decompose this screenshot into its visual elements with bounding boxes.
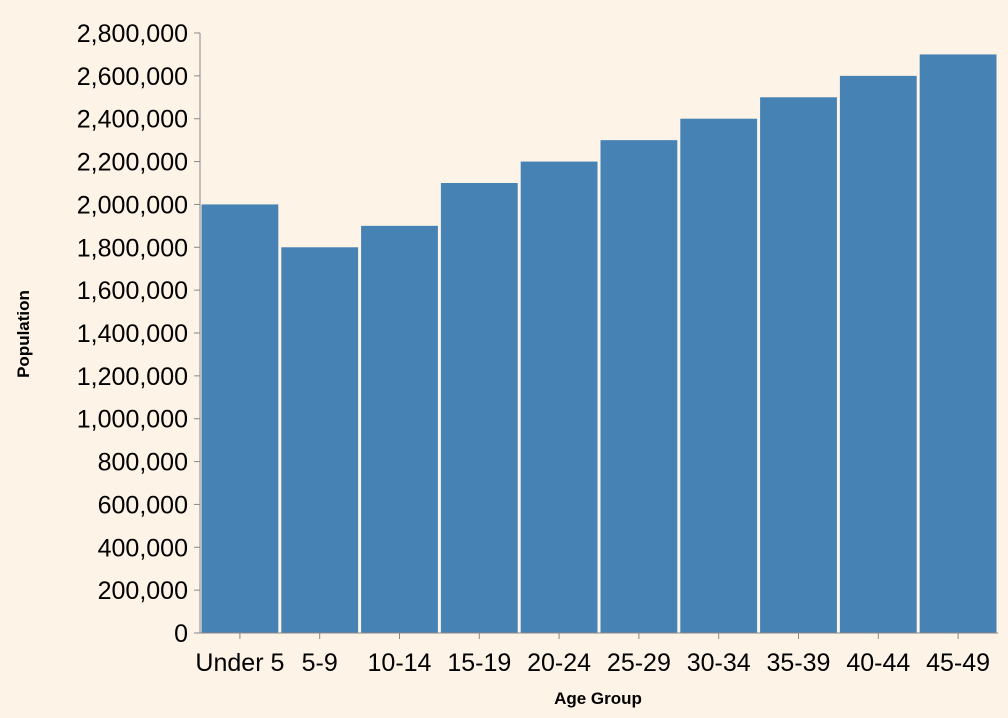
bar-under-5 (201, 204, 279, 633)
x-tick-label: 20-24 (527, 649, 591, 677)
bar-35-39 (760, 97, 837, 634)
x-tick-label: 25-29 (607, 649, 671, 677)
bar-20-24 (520, 161, 598, 634)
bar-5-9 (281, 247, 359, 634)
bars-group (201, 54, 997, 634)
x-tick-label: 35-39 (767, 649, 831, 677)
y-tick-label: 2,200,000 (77, 149, 188, 177)
x-axis: Under 5 5-9 10-14 15-19 20-24 25-29 30-34 35-39… (195, 632, 998, 677)
y-tick-label: 1,200,000 (77, 363, 188, 391)
x-tick-label: Under 5 (195, 649, 284, 677)
y-tick-label: 600,000 (98, 491, 188, 519)
bar-30-34 (680, 118, 758, 633)
x-tick-label: 15-19 (447, 649, 511, 677)
y-tick-label: 200,000 (98, 577, 188, 605)
y-axis-title: Population (14, 290, 33, 378)
bar-15-19 (440, 183, 518, 633)
x-tick-label: 40-44 (846, 649, 910, 677)
x-tick-label: 30-34 (687, 649, 751, 677)
y-tick-label: 0 (174, 620, 188, 648)
y-tick-label: 400,000 (98, 534, 188, 562)
x-tick-label: 45-49 (926, 649, 990, 677)
y-tick-label: 1,000,000 (77, 406, 188, 434)
bar-25-29 (600, 140, 678, 633)
y-tick-label: 2,400,000 (77, 106, 188, 134)
y-tick-label: 2,800,000 (77, 20, 188, 48)
bar-40-44 (839, 75, 917, 634)
x-tick-label: 10-14 (368, 649, 432, 677)
y-tick-label: 800,000 (98, 449, 188, 477)
y-tick-label: 1,600,000 (77, 277, 188, 305)
y-tick-label: 1,400,000 (77, 320, 188, 348)
y-axis: 0 200,000 400,000 600,000 800,000 1,000,000 1,… (77, 20, 201, 648)
y-tick-label: 1,800,000 (77, 234, 188, 262)
y-tick-label: 2,600,000 (77, 63, 188, 91)
bar-10-14 (361, 225, 438, 633)
bar-45-49 (919, 54, 997, 633)
y-tick-label: 2,000,000 (77, 191, 188, 219)
x-tick-label: 5-9 (302, 649, 338, 677)
x-axis-title: Age Group (554, 689, 642, 708)
